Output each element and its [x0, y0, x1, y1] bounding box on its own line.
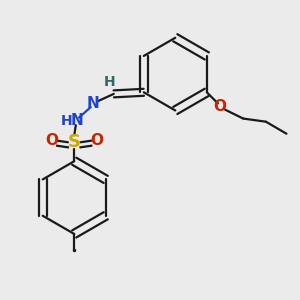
Text: N: N: [87, 96, 100, 111]
Text: S: S: [68, 133, 81, 151]
Text: H: H: [104, 75, 116, 89]
Text: O: O: [213, 99, 226, 114]
Text: N: N: [71, 113, 84, 128]
Text: O: O: [91, 133, 103, 148]
Text: O: O: [45, 133, 58, 148]
Text: H: H: [61, 114, 72, 128]
